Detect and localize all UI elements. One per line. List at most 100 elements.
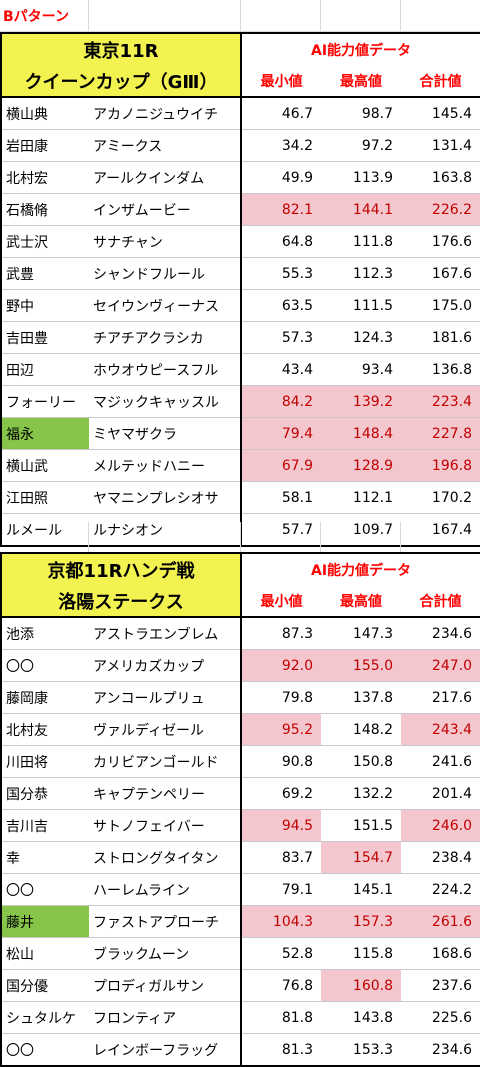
table-row: シュタルケ フロンティア 81.8 143.8 225.6 [1,1001,480,1034]
max-value-cell: 137.8 [321,681,402,714]
race-table-kyoto: 京都11Rハンデ戦 AI能力値データ 洛陽ステークス 最小値 最高値 合計値 池… [0,552,480,1067]
table-row: 藤岡康 アンコールプリュ 79.8 137.8 217.6 [1,681,480,714]
total-value-cell: 243.4 [401,713,480,746]
max-value-cell: 155.0 [321,649,402,682]
table-row: 藤井 ファストアプローチ 104.3 157.3 261.6 [1,905,480,938]
max-value-cell: 154.7 [321,841,402,874]
table-row: 国分優 プロディガルサン 76.8 160.8 237.6 [1,969,480,1002]
min-value-cell: 34.2 [241,129,322,162]
table-row: 福永 ミヤマザクラ 79.4 148.4 227.8 [1,417,480,450]
max-value-cell: 148.4 [321,417,402,450]
max-value-cell: 157.3 [321,905,402,938]
max-value-cell: 111.8 [321,225,402,258]
max-value-cell: 112.3 [321,257,402,290]
total-value-cell: 261.6 [401,905,480,938]
min-value-cell: 82.1 [241,193,322,226]
jockey-cell: 藤岡康 [1,681,89,714]
horse-name-cell: サトノフェイバー [89,809,243,842]
ai-data-header: AI能力値データ [310,562,412,579]
jockey-cell: 江田照 [1,481,89,514]
table-row: 国分恭 キャプテンペリー 69.2 132.2 201.4 [1,777,480,810]
jockey-cell: 武豊 [1,257,89,290]
jockey-cell: 池添 [1,617,89,650]
min-value-cell: 95.2 [241,713,322,746]
empty-cell [320,522,401,552]
horse-name-cell: サナチャン [89,225,243,258]
horse-name-cell: アカノニジュウイチ [89,97,243,130]
ai-data-header: AI能力値データ [310,42,412,59]
col-header-total: 合計値 [401,65,480,98]
max-value-cell: 148.2 [321,713,402,746]
table-row: 〇〇 ハーレムライン 79.1 145.1 224.2 [1,873,480,906]
empty-cell [400,522,480,552]
empty-cell [88,0,241,32]
total-value-cell: 176.6 [401,225,480,258]
min-value-cell: 46.7 [241,97,322,130]
min-value-cell: 94.5 [241,809,322,842]
total-value-cell: 145.4 [401,97,480,130]
min-value-cell: 76.8 [241,969,322,1002]
horse-name-cell: チアチアクラシカ [89,321,243,354]
table-row: 池添 アストラエンブレム 87.3 147.3 234.6 [1,617,480,650]
total-value-cell: 237.6 [401,969,480,1002]
min-value-cell: 79.4 [241,417,322,450]
jockey-cell: 福永 [1,417,89,450]
col-header-min: 最小値 [241,65,322,98]
horse-name-cell: フロンティア [89,1001,243,1034]
jockey-cell: 北村友 [1,713,89,746]
min-value-cell: 79.1 [241,873,322,906]
table-row: 幸ストロングタイタン 83.7 154.7 238.4 [1,841,480,874]
race-title-line2: クイーンカップ（GⅢ） [1,65,243,98]
jockey-cell: 国分優 [1,969,89,1002]
jockey-cell: 国分恭 [1,777,89,810]
jockey-cell: 松山 [1,937,89,970]
table-row: 吉田豊 チアチアクラシカ 57.3 124.3 181.6 [1,321,480,354]
min-value-cell: 83.7 [241,841,322,874]
spacer-row [0,522,480,552]
min-value-cell: 67.9 [241,449,322,482]
table-row: 北村友 ヴァルディゼール 95.2 148.2 243.4 [1,713,480,746]
table-row: 横山武 メルテッドハニー 67.9 128.9 196.8 [1,449,480,482]
table-row: 江田照 ヤマニンプレシオサ 58.1 112.1 170.2 [1,481,480,514]
horse-name-cell: シャンドフルール [89,257,243,290]
col-header-max: 最高値 [321,585,402,618]
horse-name-cell: プロディガルサン [89,969,243,1002]
min-value-cell: 84.2 [241,385,322,418]
jockey-cell: 武士沢 [1,225,89,258]
max-value-cell: 160.8 [321,969,402,1002]
col-header-total: 合計値 [401,585,480,618]
empty-cell [0,522,89,552]
table-row: 北村宏 アールクインダム 49.9 113.9 163.8 [1,161,480,194]
total-value-cell: 247.0 [401,649,480,682]
jockey-cell: 田辺 [1,353,89,386]
table-row: 野中 セイウンヴィーナス 63.5 111.5 175.0 [1,289,480,322]
total-value-cell: 168.6 [401,937,480,970]
horse-name-cell: キャプテンペリー [89,777,243,810]
jockey-cell: 野中 [1,289,89,322]
max-value-cell: 113.9 [321,161,402,194]
min-value-cell: 43.4 [241,353,322,386]
horse-name-cell: アストラエンブレム [89,617,243,650]
max-value-cell: 147.3 [321,617,402,650]
total-value-cell: 246.0 [401,809,480,842]
min-value-cell: 58.1 [241,481,322,514]
jockey-cell: 〇〇 [1,649,89,682]
total-value-cell: 234.6 [401,617,480,650]
total-value-cell: 170.2 [401,481,480,514]
min-value-cell: 87.3 [241,617,322,650]
jockey-cell: 吉川吉 [1,809,89,842]
horse-name-cell: アミークス [89,129,243,162]
table-row: 松山 ブラックムーン 52.8 115.8 168.6 [1,937,480,970]
table-row: 岩田康 アミークス 34.2 97.2 131.4 [1,129,480,162]
total-value-cell: 238.4 [401,841,480,874]
min-value-cell: 55.3 [241,257,322,290]
max-value-cell: 143.8 [321,1001,402,1034]
min-value-cell: 81.3 [281,1041,314,1058]
jockey-cell: 幸 [1,841,89,874]
jockey-cell: 岩田康 [1,129,89,162]
race-title-line1: 京都11Rハンデ戦 [1,553,243,585]
table-row: 田辺 ホウオウピースフル 43.4 93.4 136.8 [1,353,480,386]
jockey-cell: 北村宏 [1,161,89,194]
max-value-cell: 93.4 [321,353,402,386]
max-value-cell: 132.2 [321,777,402,810]
